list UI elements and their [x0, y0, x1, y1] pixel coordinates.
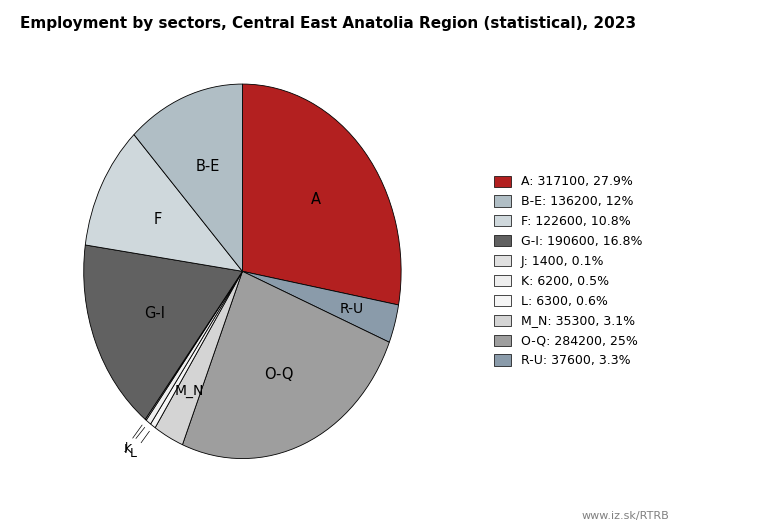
Text: F: F	[154, 212, 162, 227]
Wedge shape	[146, 271, 242, 424]
Text: R-U: R-U	[340, 302, 364, 316]
Wedge shape	[145, 271, 242, 420]
Wedge shape	[242, 84, 401, 305]
Text: www.iz.sk/RTRB: www.iz.sk/RTRB	[582, 511, 669, 521]
Wedge shape	[85, 135, 242, 271]
Text: K: K	[124, 427, 145, 456]
Wedge shape	[151, 271, 242, 428]
Wedge shape	[182, 271, 389, 459]
Text: A: A	[310, 192, 321, 207]
Text: G-I: G-I	[144, 306, 165, 321]
Wedge shape	[242, 271, 399, 342]
Text: B-E: B-E	[196, 159, 220, 174]
Wedge shape	[134, 84, 242, 271]
Text: O-Q: O-Q	[264, 368, 294, 383]
Text: J: J	[125, 425, 142, 452]
Text: M_N: M_N	[174, 384, 204, 397]
Legend: A: 317100, 27.9%, B-E: 136200, 12%, F: 122600, 10.8%, G-I: 190600, 16.8%, J: 140: A: 317100, 27.9%, B-E: 136200, 12%, F: 1…	[491, 173, 645, 370]
Text: Employment by sectors, Central East Anatolia Region (statistical), 2023: Employment by sectors, Central East Anat…	[20, 16, 637, 31]
Text: L: L	[130, 431, 149, 460]
Wedge shape	[84, 245, 242, 419]
Wedge shape	[155, 271, 242, 445]
